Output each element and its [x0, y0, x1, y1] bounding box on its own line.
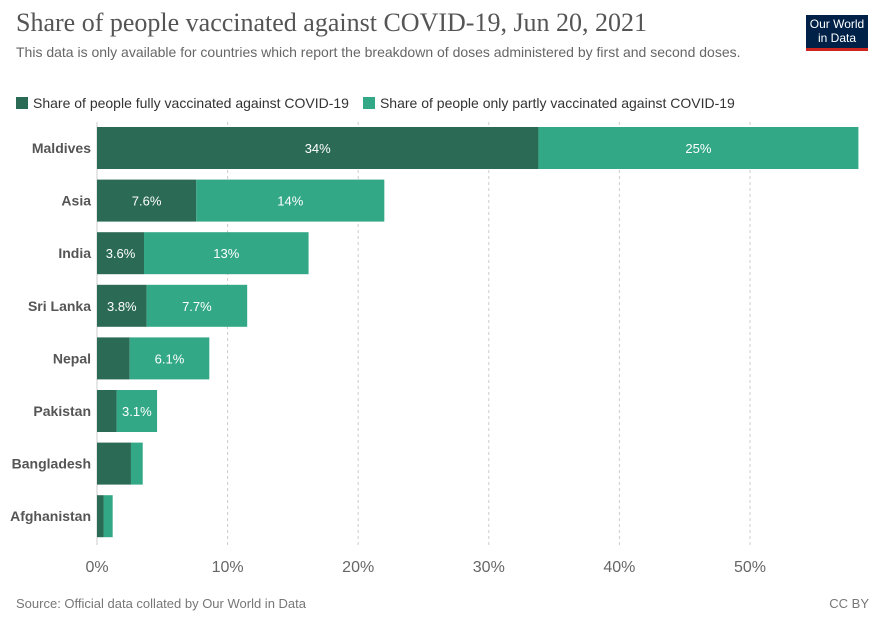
bar-fully	[97, 390, 117, 432]
category-label: Nepal	[53, 350, 91, 366]
legend-item-partly[interactable]: Share of people only partly vaccinated a…	[362, 95, 735, 111]
legend-label: Share of people only partly vaccinated a…	[379, 95, 735, 111]
bar-fully	[97, 337, 130, 380]
category-label: Asia	[61, 193, 91, 209]
data-label: 7.7%	[182, 299, 212, 314]
category-label: Bangladesh	[12, 456, 91, 472]
source-note: Source: Official data collated by Our Wo…	[16, 596, 306, 611]
data-label: 3.1%	[122, 404, 152, 419]
legend-label: Share of people fully vaccinated against…	[33, 95, 349, 111]
legend-item-fully[interactable]: Share of people fully vaccinated against…	[16, 95, 349, 111]
bar-fully	[97, 495, 104, 538]
bar-fully	[97, 179, 197, 222]
category-label: Afghanistan	[10, 508, 91, 524]
bar-fully	[97, 442, 131, 485]
bar-partly	[144, 232, 309, 275]
legend-swatch	[362, 97, 375, 109]
category-label: Sri Lanka	[28, 298, 91, 314]
data-label: 34%	[305, 141, 331, 156]
data-label: 25%	[685, 141, 711, 156]
owid-logo[interactable]: Our World in Data	[806, 15, 868, 51]
data-label: 3.8%	[107, 299, 137, 314]
legend: Share of people fully vaccinated against…	[16, 95, 735, 111]
x-tick-label: 40%	[603, 559, 635, 576]
category-label: Pakistan	[33, 403, 91, 419]
data-label: 13%	[213, 246, 239, 261]
category-label: India	[58, 245, 91, 261]
chart-subtitle: This data is only available for countrie…	[16, 44, 741, 60]
bar-fully	[97, 284, 147, 327]
legend-swatch	[16, 97, 28, 109]
bar-partly	[130, 442, 143, 485]
bar-fully	[97, 232, 145, 275]
bar-partly	[146, 284, 248, 327]
bar-partly	[129, 337, 210, 380]
category-label: Maldives	[32, 140, 91, 156]
data-label: 3.6%	[106, 246, 136, 261]
data-label: 7.6%	[132, 194, 162, 209]
bar-partly	[538, 127, 859, 169]
data-label: 6.1%	[155, 351, 185, 366]
x-tick-label: 0%	[85, 559, 108, 576]
license-link[interactable]: CC BY	[829, 596, 869, 611]
x-tick-label: 20%	[342, 559, 374, 576]
x-tick-label: 50%	[734, 559, 766, 576]
bar-partly	[196, 179, 385, 222]
data-label: 14%	[277, 194, 303, 209]
x-tick-label: 30%	[473, 559, 505, 576]
x-tick-label: 10%	[212, 559, 244, 576]
bar-partly	[103, 495, 113, 538]
bar-fully	[97, 127, 539, 169]
chart-title: Share of people vaccinated against COVID…	[16, 8, 648, 37]
bar-partly	[116, 390, 158, 432]
